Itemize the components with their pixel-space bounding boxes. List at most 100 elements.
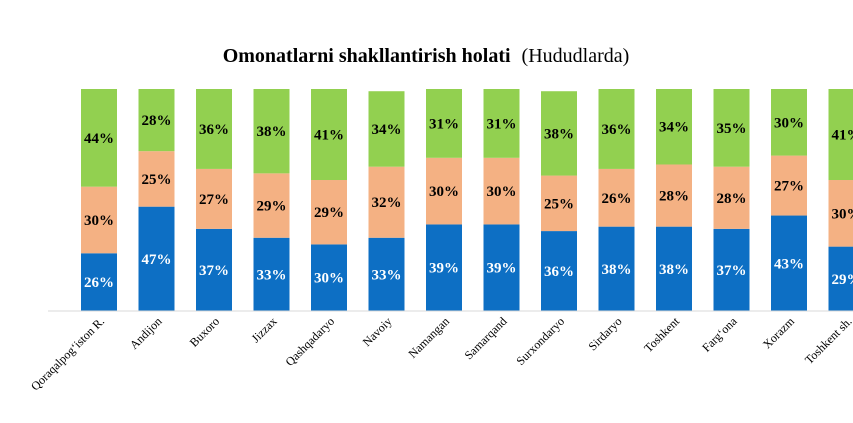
bar-segment <box>541 231 577 311</box>
data-label: 27% <box>774 179 804 195</box>
data-label: 44% <box>84 131 114 147</box>
data-label: 35% <box>717 121 747 137</box>
data-label: 38% <box>257 124 287 140</box>
data-label: 25% <box>544 196 574 212</box>
category-label: Surxondaryo <box>513 314 567 368</box>
data-label: 30% <box>84 213 114 229</box>
bar-segment <box>656 164 692 227</box>
data-label: 37% <box>199 263 229 279</box>
bar-segment <box>253 89 290 174</box>
category-label: Farg‘ona <box>699 314 740 355</box>
bar-segment <box>368 91 405 167</box>
bar-segment <box>598 168 635 227</box>
bar-segment <box>541 175 577 232</box>
bar-segment <box>771 155 807 216</box>
bar-segment <box>483 224 520 311</box>
bar-segment <box>713 166 750 229</box>
data-label: 28% <box>659 189 689 205</box>
category-label: Qoraqalpog‘iston R. <box>28 314 107 393</box>
data-label: 47% <box>142 252 172 268</box>
data-label: 26% <box>602 191 632 207</box>
bar-segment <box>81 253 117 311</box>
category-label: Toshkent <box>641 314 682 355</box>
data-label: 37% <box>717 263 747 279</box>
data-label: 38% <box>659 262 689 278</box>
data-label: 29% <box>257 199 287 215</box>
data-label: 30% <box>314 271 344 287</box>
category-label: Samarqand <box>462 314 510 362</box>
bar-segment <box>598 89 635 169</box>
data-label: 34% <box>659 120 689 136</box>
bar-segment <box>541 91 577 176</box>
data-label: 30% <box>832 206 853 222</box>
chart-title: Omonatlarni shakllantirish holati (Hudud… <box>223 45 630 67</box>
category-label: Jizzax <box>249 314 280 345</box>
data-label: 33% <box>372 267 402 283</box>
bar-segment <box>483 157 520 225</box>
data-label: 39% <box>429 261 459 277</box>
bar-segment <box>196 89 232 169</box>
data-label: 28% <box>717 191 747 207</box>
bar-segment <box>138 151 175 207</box>
bar-segment <box>81 186 117 254</box>
bar-segment <box>196 168 232 229</box>
data-label: 31% <box>487 116 517 132</box>
bar-segment <box>713 228 750 311</box>
bar-segment <box>828 89 853 181</box>
chart-subtitle: (Hududlarda) <box>522 45 630 67</box>
bar-segment <box>771 89 807 156</box>
category-label: Xorazm <box>760 314 798 352</box>
data-label: 34% <box>372 122 402 138</box>
bar-segment <box>713 89 750 167</box>
category-label: Qashqadaryo <box>282 314 337 369</box>
bar-segment <box>426 224 462 311</box>
data-label: 30% <box>429 184 459 200</box>
data-label: 38% <box>544 126 574 142</box>
bar-segment <box>138 89 175 152</box>
bar-segment <box>253 237 290 311</box>
bar-segment <box>656 226 692 311</box>
data-label: 27% <box>199 192 229 208</box>
data-label: 29% <box>832 272 853 288</box>
bar-segment <box>426 157 462 225</box>
bar-segment <box>426 89 462 158</box>
data-label: 38% <box>602 262 632 278</box>
category-label: Toshkent sh. <box>802 314 853 367</box>
category-labels: Qoraqalpog‘iston R. Andijon Buxoro Jizzax Qa… <box>28 314 853 394</box>
data-label: 28% <box>142 113 172 129</box>
data-label: 32% <box>372 195 402 211</box>
category-label: Sirdaryo <box>585 314 624 353</box>
data-label: 36% <box>544 264 574 280</box>
data-label: 36% <box>602 122 632 138</box>
data-label: 33% <box>257 267 287 283</box>
bar-segment <box>368 166 405 238</box>
category-label: Navoiy <box>360 314 395 349</box>
category-label: Namangan <box>405 314 452 361</box>
data-label: 30% <box>487 184 517 200</box>
bar-segment <box>828 246 853 311</box>
bar-segment <box>368 237 405 311</box>
data-label: 26% <box>84 275 114 291</box>
bar-segment <box>253 173 290 238</box>
bar-segment <box>138 206 175 311</box>
bar-segment <box>828 180 853 247</box>
bar-segment <box>311 244 347 311</box>
category-label: Buxoro <box>187 314 222 349</box>
data-label: 36% <box>199 122 229 138</box>
data-label: 39% <box>487 261 517 277</box>
bar-segment <box>656 89 692 165</box>
chart-title-main: Omonatlarni shakllantirish holati <box>223 45 511 67</box>
data-label: 30% <box>774 115 804 131</box>
category-label: Andijon <box>127 314 165 352</box>
data-label: 43% <box>774 256 804 272</box>
bar-segment <box>196 228 232 311</box>
bar-segment <box>483 89 520 158</box>
bar-segment <box>771 215 807 311</box>
bar-segment <box>311 89 347 181</box>
data-label: 29% <box>314 205 344 221</box>
bars-group: 26% 30% 44% 47% 25% 28% 37% 27% 36% 33% 29% 38% 30% 2… <box>81 89 853 311</box>
data-label: 41% <box>314 128 344 144</box>
data-label: 31% <box>429 116 459 132</box>
data-label: 25% <box>142 172 172 188</box>
